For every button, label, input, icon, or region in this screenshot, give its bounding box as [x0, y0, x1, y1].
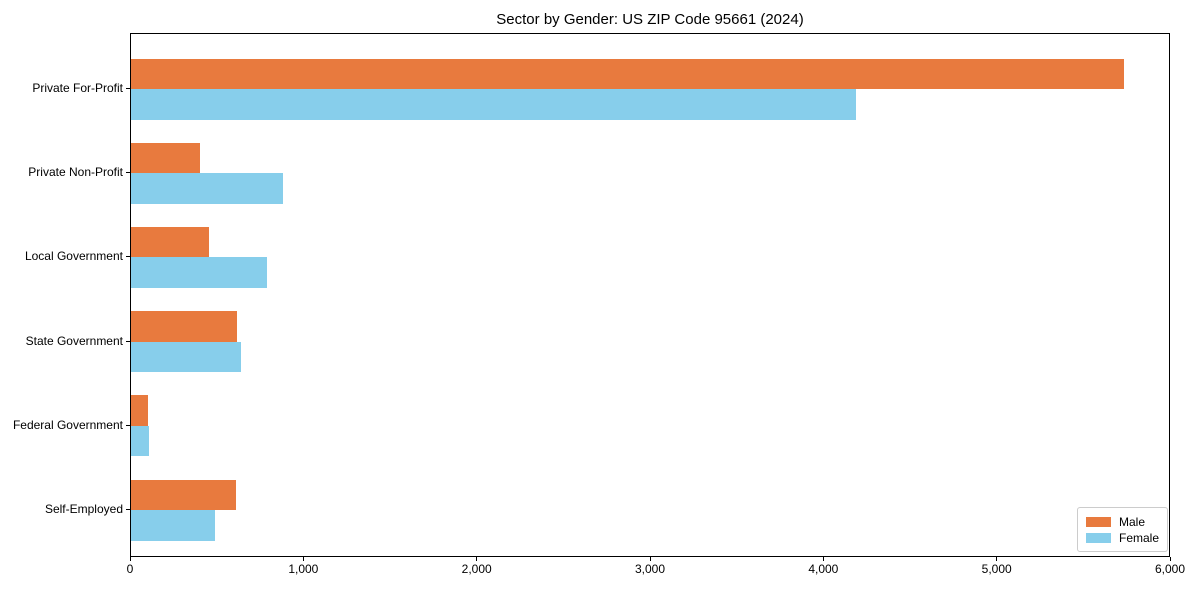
bar-male [131, 395, 148, 426]
x-tick-mark [476, 557, 478, 561]
bar-female [131, 89, 856, 120]
x-tick-label: 6,000 [1154, 562, 1186, 576]
legend-item-male: Male [1086, 516, 1159, 528]
legend: Male Female [1077, 507, 1168, 552]
y-tick-mark [126, 509, 130, 510]
bar-female [131, 173, 283, 204]
chart-title: Sector by Gender: US ZIP Code 95661 (202… [496, 11, 804, 28]
x-tick-mark [302, 557, 304, 561]
bar-male [131, 479, 236, 510]
x-tick-mark [996, 557, 998, 561]
bar-male [131, 58, 1125, 89]
x-tick-label: 5,000 [981, 562, 1012, 576]
y-axis-labels: Private For-Profit Private Non-Profit Loca… [0, 33, 123, 557]
y-tick-label: State Government [25, 333, 123, 348]
bar-male [131, 226, 209, 258]
x-tick-label: 3,000 [634, 562, 666, 576]
y-tick-mark [126, 256, 130, 258]
y-tick-label: Private Non-Profit [28, 165, 123, 180]
legend-swatch-female-icon [1086, 532, 1111, 543]
legend-label-male: Male [1119, 514, 1146, 529]
x-tick-mark [822, 557, 824, 561]
x-tick-label: 0 [126, 562, 134, 576]
legend-label-female: Female [1119, 530, 1160, 545]
plot-area [130, 33, 1170, 557]
y-tick-mark [126, 172, 130, 174]
x-tick-label: 2,000 [461, 562, 492, 576]
bar-female [131, 510, 216, 541]
bar-female [131, 341, 242, 373]
bar-female [131, 425, 150, 457]
x-tick-mark [649, 557, 651, 561]
y-tick-label: Local Government [24, 249, 123, 264]
y-tick-label: Private For-Profit [32, 81, 123, 95]
x-tick-mark [1169, 557, 1171, 561]
y-tick-mark [126, 424, 130, 426]
bar-male [131, 142, 201, 174]
x-tick-mark [129, 557, 131, 561]
x-tick-label: 4,000 [808, 562, 839, 576]
y-tick-mark [126, 88, 130, 89]
x-tick-label: 1,000 [288, 562, 319, 576]
y-tick-mark [126, 340, 130, 342]
y-tick-label: Federal Government [12, 417, 123, 432]
legend-item-female: Female [1086, 532, 1159, 544]
y-tick-label: Self-Employed [44, 502, 123, 516]
bar-male [131, 311, 237, 342]
bar-female [131, 257, 268, 288]
legend-swatch-male-icon [1086, 516, 1111, 527]
